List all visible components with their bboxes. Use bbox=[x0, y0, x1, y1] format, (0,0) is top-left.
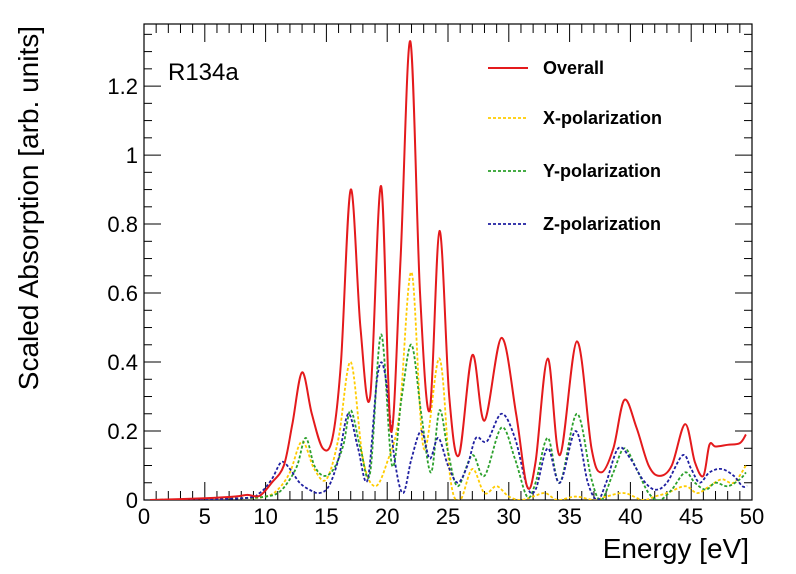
legend: Overall X-polarization Y-polarization Z-pol… bbox=[488, 58, 662, 234]
legend-label: Overall bbox=[543, 58, 604, 78]
y-tick-label: 0.4 bbox=[107, 350, 138, 375]
x-tick-label: 35 bbox=[557, 504, 581, 529]
x-axis-title: Energy [eV] bbox=[603, 533, 749, 564]
y-tick-label: 0.8 bbox=[107, 212, 138, 237]
y-tick-label: 0 bbox=[126, 488, 138, 513]
x-tick-label: 25 bbox=[436, 504, 460, 529]
y-axis-title: Scaled Absorption [arb. units] bbox=[13, 26, 44, 390]
x-tick-label: 0 bbox=[138, 504, 150, 529]
series-layer bbox=[150, 40, 748, 500]
legend-label: X-polarization bbox=[543, 108, 662, 128]
x-tick-label: 30 bbox=[497, 504, 521, 529]
series-line-x-polarization bbox=[150, 271, 747, 500]
series-line-z-polarization bbox=[150, 361, 748, 500]
plot-frame bbox=[143, 23, 753, 501]
x-tick-label: 50 bbox=[740, 504, 764, 529]
chart-annotation: R134a bbox=[168, 59, 239, 86]
x-tick-label: 45 bbox=[679, 504, 703, 529]
y-tick-label: 1 bbox=[126, 143, 138, 168]
axis-ticks: 0 5 10 15 20 25 30 35 40 45 50 0 0.2 0.4 0.6 0.8 1 1.2 bbox=[107, 24, 764, 529]
legend-label: Y-polarization bbox=[543, 161, 661, 181]
series-line-overall bbox=[150, 40, 747, 500]
y-tick-label: 0.2 bbox=[107, 419, 138, 444]
x-tick-label: 15 bbox=[314, 504, 338, 529]
x-tick-label: 20 bbox=[375, 504, 399, 529]
y-tick-label: 0.6 bbox=[107, 281, 138, 306]
x-tick-label: 10 bbox=[253, 504, 277, 529]
legend-label: Z-polarization bbox=[543, 214, 661, 234]
x-tick-label: 5 bbox=[199, 504, 211, 529]
y-tick-label: 1.2 bbox=[107, 74, 138, 99]
series-line-y-polarization bbox=[150, 333, 747, 500]
x-tick-label: 40 bbox=[618, 504, 642, 529]
